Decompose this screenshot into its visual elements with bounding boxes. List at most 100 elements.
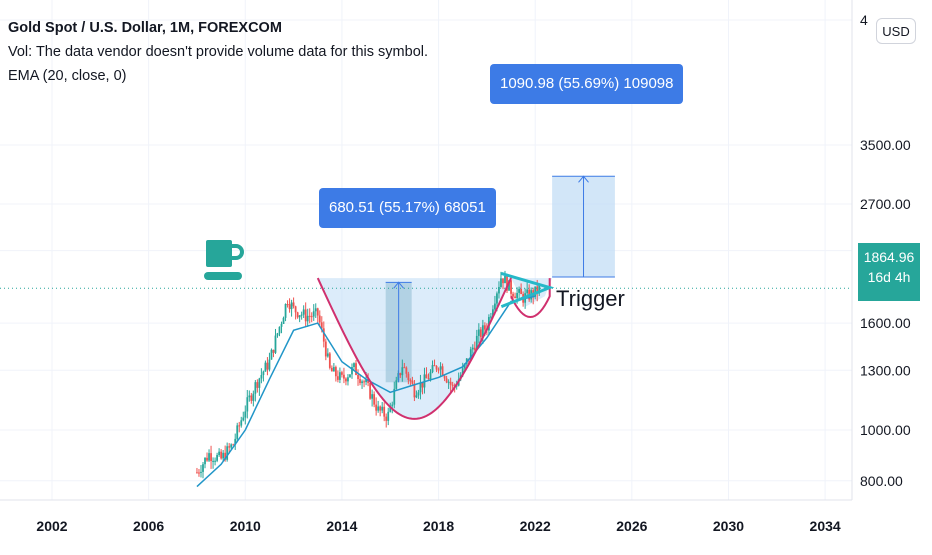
x-tick-label: 2006 — [133, 518, 164, 534]
candle-body — [407, 373, 410, 381]
candle-body — [435, 366, 438, 370]
measure-callout-2[interactable]: 1090.98 (55.69%) 109098 — [490, 64, 684, 104]
candle-body — [308, 315, 311, 317]
candle-body — [534, 286, 537, 297]
candle-body — [320, 322, 323, 329]
candle-body — [391, 404, 394, 406]
candle-body — [330, 367, 333, 372]
ema-legend[interactable]: EMA (20, close, 0) — [8, 68, 127, 84]
candle-body — [248, 395, 251, 398]
trigger-annotation[interactable]: Trigger — [556, 286, 625, 311]
candle-body — [375, 404, 378, 411]
candle-body — [312, 311, 315, 317]
candle-body — [238, 425, 241, 427]
candle-body — [286, 304, 289, 306]
candle-body — [316, 308, 319, 316]
x-tick-label: 2034 — [810, 518, 841, 534]
symbol-title[interactable]: Gold Spot / U.S. Dollar, 1M, FOREXCOM — [8, 20, 282, 36]
candle-body — [226, 446, 229, 460]
candle-body — [365, 379, 367, 383]
candle-body — [274, 335, 277, 353]
candle-body — [198, 472, 200, 474]
candle-body — [202, 464, 204, 472]
candle-body — [246, 397, 249, 412]
candle-body — [441, 366, 444, 376]
last-price-tag: 1864.96 16d 4h — [858, 243, 920, 301]
candle-body — [204, 457, 206, 465]
candle-body — [383, 406, 386, 417]
coffee-cup-icon — [204, 238, 244, 289]
candle-body — [284, 304, 287, 318]
candle-body — [415, 395, 418, 398]
x-tick-label: 2002 — [36, 518, 67, 534]
candle-body — [403, 367, 406, 369]
candle-body — [510, 280, 512, 294]
candle-body — [302, 309, 305, 315]
candle-body — [254, 382, 257, 394]
candle-body — [349, 374, 351, 378]
measure-callout-1[interactable]: 680.51 (55.17%) 68051 — [319, 188, 496, 228]
candle-body — [351, 367, 353, 375]
candle-body — [367, 379, 369, 383]
candle-body — [210, 453, 212, 462]
candle-body — [401, 367, 404, 376]
candle-body — [409, 380, 412, 382]
volume-note: Vol: The data vendor doesn't provide vol… — [8, 44, 429, 60]
candle-body — [357, 374, 359, 379]
handle-curve — [510, 278, 551, 318]
candle-body — [298, 315, 301, 318]
candle-body — [359, 378, 361, 384]
candle-body — [393, 388, 396, 405]
candle-body — [256, 382, 259, 388]
y-tick-label: 1000.00 — [860, 422, 911, 438]
candle-body — [250, 395, 253, 401]
candle-body — [445, 378, 448, 383]
cup-curve — [316, 277, 512, 420]
candle-body — [512, 293, 514, 297]
candle-body — [353, 363, 355, 368]
candle-body — [212, 460, 214, 462]
candle-body — [334, 367, 337, 377]
y-tick-label: 4 — [860, 12, 868, 28]
candle-body — [214, 460, 216, 462]
candle-body — [280, 323, 283, 327]
pennant-triangle — [500, 272, 555, 309]
candle-body — [290, 302, 293, 310]
candle-body — [264, 362, 267, 372]
candle-body — [399, 373, 402, 376]
y-tick-label: 1600.00 — [860, 315, 911, 331]
candle-body — [538, 285, 541, 294]
candle-body — [232, 444, 235, 446]
candle-body — [526, 289, 529, 294]
candle-body — [304, 309, 307, 322]
drawing-overlays — [0, 175, 852, 383]
indicator-lines — [196, 277, 551, 488]
candle-body — [206, 457, 208, 461]
currency-button[interactable]: USD — [876, 18, 916, 44]
candle-body — [379, 406, 382, 411]
y-tick-label: 800.00 — [860, 473, 903, 489]
candle-body — [343, 374, 345, 379]
candle-body — [252, 393, 255, 401]
candle-body — [260, 375, 263, 379]
candle-body — [490, 316, 492, 318]
candle-body — [347, 377, 349, 382]
candle-body — [387, 411, 390, 421]
candle-body — [292, 302, 295, 307]
candle-body — [518, 288, 520, 293]
candle-body — [492, 309, 494, 317]
x-tick-label: 2014 — [326, 518, 357, 534]
cup-fill — [317, 278, 512, 419]
candle-body — [514, 296, 516, 299]
candle-body — [234, 438, 237, 445]
candle-body — [520, 288, 523, 295]
candle-body — [433, 365, 436, 367]
candle-body — [469, 349, 472, 361]
candle-body — [361, 381, 363, 384]
candle-body — [506, 276, 508, 291]
candle-body — [477, 329, 480, 336]
x-tick-label: 2030 — [713, 518, 744, 534]
axes: 800.001000.001300.001600.002200.002700.0… — [0, 0, 911, 534]
